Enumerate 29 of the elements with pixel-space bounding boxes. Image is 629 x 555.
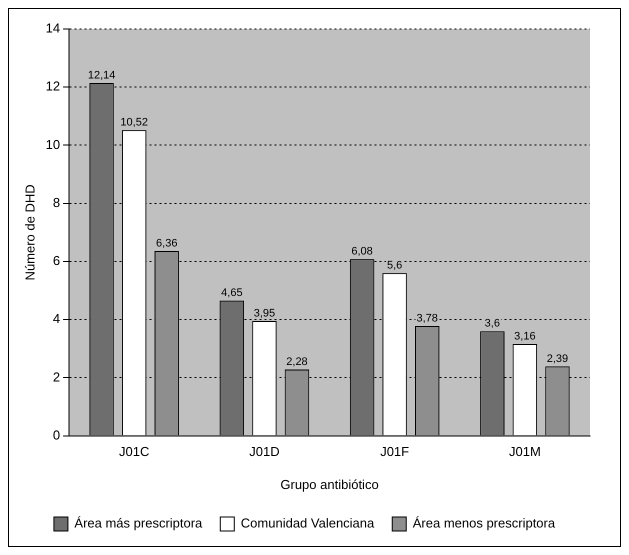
y-tick-label: 6 — [52, 253, 60, 268]
y-tick-label: 2 — [52, 369, 60, 384]
legend-label: Área menos prescriptora — [412, 516, 556, 531]
data-label: 3,6 — [484, 318, 500, 330]
data-label: 2,39 — [546, 352, 568, 365]
data-label: 3,95 — [254, 308, 276, 320]
legend-label: Área más prescriptora — [74, 516, 204, 531]
y-tick-label: 0 — [52, 427, 60, 442]
data-label: 12,14 — [88, 70, 116, 82]
data-label: 6,36 — [156, 238, 178, 250]
y-tick-label: 10 — [46, 136, 60, 152]
y-axis-title: Número de DHD — [22, 184, 38, 280]
y-tick-label: 4 — [52, 311, 60, 326]
x-axis-title: Grupo antibiótico — [280, 476, 379, 492]
data-label: 3,78 — [416, 312, 438, 324]
legend-label: Comunidad Valenciana — [240, 516, 376, 531]
y-tick-label: 12 — [46, 78, 60, 94]
x-tick-label: J01C — [119, 444, 150, 460]
data-label: 3,16 — [514, 330, 536, 343]
data-label: 4,65 — [221, 287, 243, 300]
data-label: 5,6 — [387, 260, 402, 272]
y-tick-label: 14 — [46, 20, 60, 36]
x-tick-label: J01M — [508, 444, 541, 460]
data-label: 2,28 — [286, 356, 308, 368]
x-tick-label: J01F — [380, 444, 410, 460]
x-tick-label: J01D — [249, 444, 280, 460]
y-tick-label: 8 — [52, 194, 60, 210]
data-label: 10,52 — [120, 116, 148, 129]
data-label: 6,08 — [351, 246, 373, 258]
